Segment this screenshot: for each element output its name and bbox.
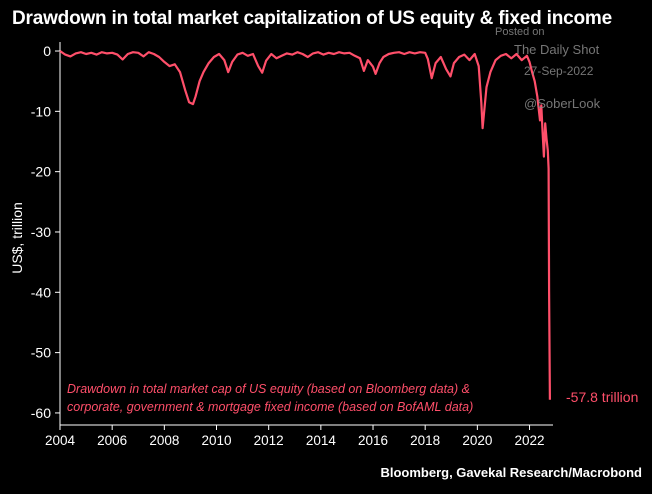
drawdown-series-line <box>59 50 551 400</box>
x-tick-label: 2008 <box>149 433 179 448</box>
y-tick-label: -40 <box>31 284 51 300</box>
x-tick-label: 2018 <box>410 433 440 448</box>
x-tick-label: 2006 <box>97 433 127 448</box>
y-tick-label: -50 <box>31 345 51 361</box>
y-tick-label: -30 <box>31 224 51 240</box>
y-tick-label: -10 <box>31 103 51 119</box>
watermark-daily-shot: The Daily Shot <box>514 42 600 57</box>
chart-title: Drawdown in total market capitalization … <box>12 8 612 29</box>
y-tick-labels: 0 -10 -20 -30 -40 -50 -60 <box>31 43 51 421</box>
end-value-label: -57.8 trillion <box>566 389 638 405</box>
axes <box>59 42 553 426</box>
x-tick-label: 2004 <box>45 433 76 448</box>
x-tick-label: 2012 <box>254 433 284 448</box>
y-tick-label: -60 <box>31 405 51 421</box>
y-tick-label: 0 <box>43 43 51 59</box>
x-tick-label: 2014 <box>306 433 337 448</box>
x-tick-label: 2016 <box>358 433 388 448</box>
x-tick-label: 2022 <box>515 433 545 448</box>
x-tick-label: 2010 <box>201 433 231 448</box>
annotation-line-2: corporate, government & mortgage fixed i… <box>67 400 473 414</box>
x-tick-labels: 2004 2006 2008 2010 2012 2014 2016 2018 2020 2022 <box>45 425 545 448</box>
watermark-posted-on: Posted on <box>495 26 545 38</box>
source-credit: Bloomberg, Gavekal Research/Macrobond <box>380 465 642 480</box>
annotation-line-1: Drawdown in total market cap of US equit… <box>67 382 470 396</box>
x-tick-label: 2020 <box>462 433 492 448</box>
y-tick-marks <box>55 50 60 414</box>
watermark-date: 27-Sep-2022 <box>524 64 594 78</box>
y-axis-label: US$, trillion <box>9 202 25 274</box>
watermark-handle: @SoberLook <box>524 96 601 111</box>
y-tick-label: -20 <box>31 164 51 180</box>
